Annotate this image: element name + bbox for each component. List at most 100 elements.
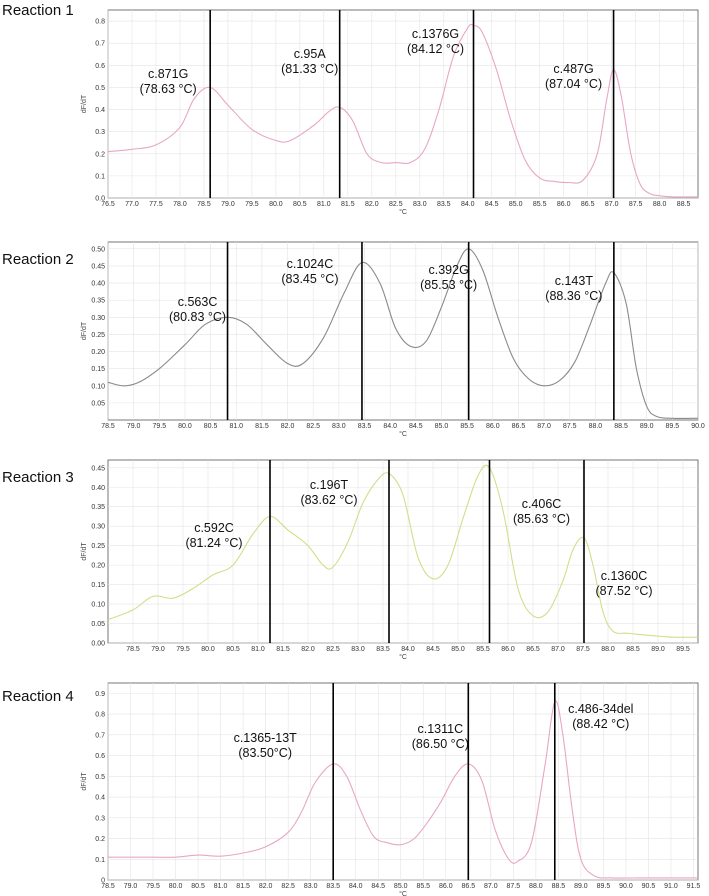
y-axis-label: dF/dT — [81, 321, 88, 340]
y-tick-label: 0.25 — [91, 543, 105, 550]
x-tick-label: 79.5 — [176, 646, 190, 653]
y-tick-label: 0.4 — [95, 795, 105, 802]
x-tick-label: 84.0 — [401, 646, 415, 653]
x-tick-label: 83.0 — [413, 201, 427, 208]
y-tick-label: 0.10 — [91, 383, 105, 390]
y-tick-label: 0.3 — [95, 129, 105, 136]
x-tick-label: 88.0 — [589, 423, 603, 430]
x-tick-label: 87.5 — [563, 423, 577, 430]
x-tick-label: 77.0 — [125, 201, 139, 208]
y-axis-label: dF/dT — [81, 542, 88, 561]
y-tick-label: 0.40 — [91, 281, 105, 288]
y-tick-label: 0.35 — [91, 504, 105, 511]
y-tick-label: 0.6 — [95, 753, 105, 760]
y-tick-label: 0.0 — [95, 196, 105, 203]
x-tick-label: 85.0 — [509, 201, 523, 208]
variant-label: c.1360C — [601, 569, 648, 583]
variant-tm-label: (78.63 °C) — [140, 82, 197, 96]
y-tick-label: 0.10 — [91, 602, 105, 609]
x-tick-label: 80.0 — [201, 646, 215, 653]
chart-panel: Reaction 2 78.5 79.0 79.5 80.0 80.5 81.0 81.5 82… — [2, 241, 705, 438]
x-tick-label: 89.5 — [666, 423, 680, 430]
variant-tm-label: (85.53 °C) — [420, 278, 477, 292]
x-tick-label: 80.5 — [191, 883, 205, 890]
melt-curve — [107, 464, 699, 638]
x-tick-label: 79.0 — [151, 646, 165, 653]
x-tick-label: 84.0 — [461, 201, 475, 208]
y-tick-label: 0.4 — [95, 107, 105, 114]
y-tick-label: 0.50 — [91, 246, 105, 253]
x-tick-label: 87.0 — [537, 423, 551, 430]
x-tick-label: 91.5 — [687, 883, 701, 890]
x-tick-label: 77.5 — [149, 201, 163, 208]
y-tick-label: 0.1 — [95, 857, 105, 864]
x-tick-label: 89.5 — [597, 883, 611, 890]
x-tick-label: 81.0 — [251, 646, 265, 653]
x-tick-label: 85.5 — [533, 201, 547, 208]
y-tick-label: 0.8 — [95, 19, 105, 26]
variant-tm-label: (81.33 °C) — [281, 62, 338, 76]
y-tick-label: 0 — [101, 878, 105, 885]
x-tick-label: 85.5 — [460, 423, 474, 430]
x-tick-label: 78.0 — [173, 201, 187, 208]
y-tick-label: 0.1 — [95, 173, 105, 180]
x-tick-label: 89.5 — [676, 646, 690, 653]
x-tick-label: 88.5 — [626, 646, 640, 653]
x-tick-label: 87.0 — [551, 646, 565, 653]
x-tick-label: 86.0 — [486, 423, 500, 430]
x-tick-label: 83.5 — [437, 201, 451, 208]
x-tick-label: 80.5 — [226, 646, 240, 653]
x-axis-label: °C — [399, 890, 407, 896]
x-tick-label: 85.0 — [435, 423, 449, 430]
reaction-label: Reaction 1 — [2, 2, 74, 19]
x-tick-label: 80.0 — [269, 201, 283, 208]
x-tick-label: 81.5 — [276, 646, 290, 653]
x-tick-label: 82.0 — [259, 883, 273, 890]
x-tick-label: 78.5 — [126, 646, 140, 653]
y-tick-label: 0.45 — [91, 263, 105, 270]
x-tick-label: 82.0 — [281, 423, 295, 430]
y-tick-label: 0.45 — [91, 465, 105, 472]
chart-panel: Reaction 1 76.5 77.0 77.5 78.0 78.5 79.0 79.5 80… — [2, 2, 699, 216]
plot-frame — [107, 459, 699, 644]
x-tick-label: 80.0 — [169, 883, 183, 890]
x-tick-label: 89.0 — [651, 646, 665, 653]
variant-label: c.1311C — [417, 722, 463, 736]
variant-tm-label: (84.12 °C) — [407, 42, 464, 56]
x-tick-label: 86.0 — [501, 646, 515, 653]
variant-label: c.487G — [553, 62, 593, 76]
y-tick-label: 0.05 — [91, 400, 105, 407]
x-tick-label: 84.5 — [371, 883, 385, 890]
x-tick-label: 78.5 — [101, 423, 115, 430]
x-tick-label: 82.5 — [326, 646, 340, 653]
x-axis-label: °C — [399, 653, 407, 661]
variant-tm-label: (87.52 °C) — [595, 584, 652, 598]
x-tick-label: 86.5 — [512, 423, 526, 430]
x-tick-label: 84.5 — [485, 201, 499, 208]
x-tick-label: 83.0 — [332, 423, 346, 430]
y-tick-label: 0.15 — [91, 366, 105, 373]
y-tick-label: 0.2 — [95, 151, 105, 158]
x-tick-label: 83.0 — [304, 883, 318, 890]
x-tick-label: 88.0 — [529, 883, 543, 890]
x-tick-label: 85.5 — [416, 883, 430, 890]
x-tick-label: 81.5 — [255, 423, 269, 430]
x-tick-label: 90.5 — [642, 883, 656, 890]
x-tick-label: 88.0 — [601, 646, 615, 653]
x-tick-label: 89.0 — [640, 423, 654, 430]
x-tick-label: 91.0 — [664, 883, 678, 890]
y-tick-label: 0.5 — [95, 85, 105, 92]
x-tick-label: 82.0 — [365, 201, 379, 208]
y-tick-label: 0.9 — [95, 691, 105, 698]
variant-label: c.1365-13T — [234, 731, 298, 745]
y-axis-label: dF/dT — [81, 94, 88, 113]
variant-label: c.871G — [148, 67, 188, 81]
x-tick-label: 85.0 — [451, 646, 465, 653]
plot-frame — [107, 9, 699, 199]
x-tick-label: 82.0 — [301, 646, 315, 653]
x-tick-label: 88.5 — [552, 883, 566, 890]
y-tick-label: 0.6 — [95, 63, 105, 70]
reaction-label: Reaction 3 — [2, 469, 74, 486]
y-tick-label: 0.00 — [91, 641, 105, 648]
